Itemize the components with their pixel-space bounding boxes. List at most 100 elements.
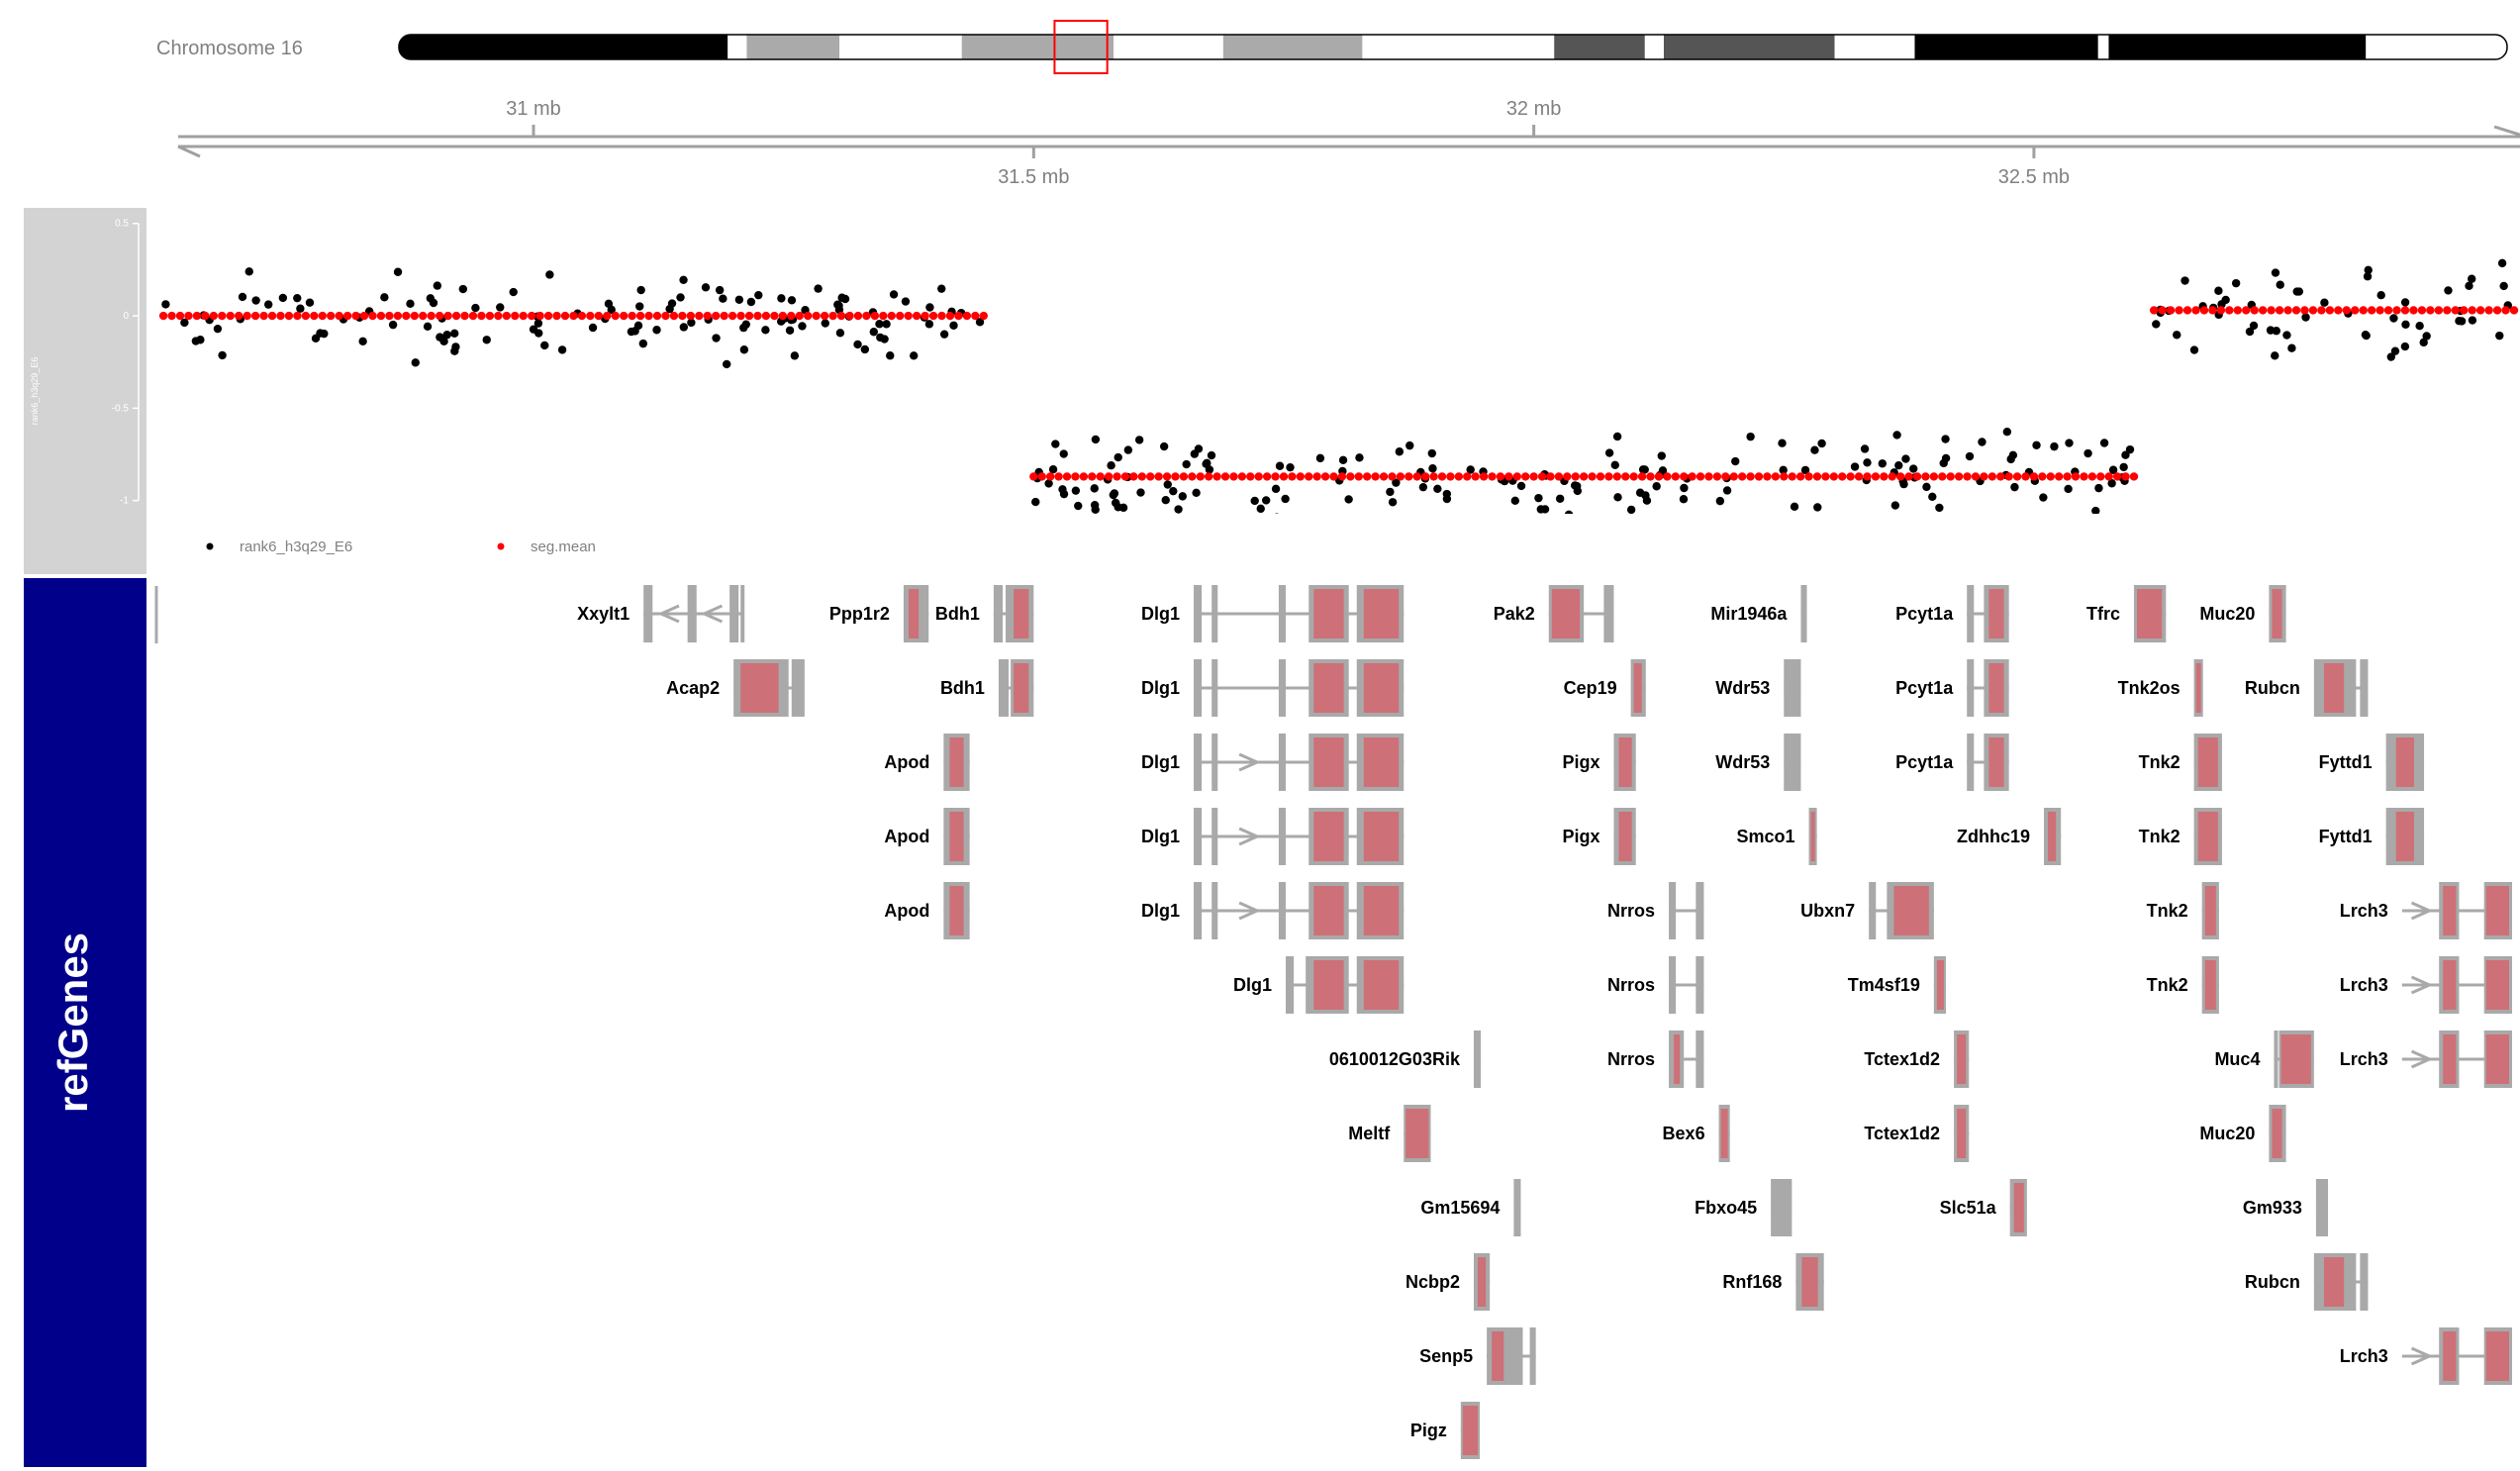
data-point (1386, 487, 1395, 497)
seg-mean-point (2071, 472, 2081, 481)
seg-mean-point (2400, 306, 2410, 315)
gene-model: Tnk2 (2139, 808, 2222, 865)
gene-model: Tnk2os (2118, 659, 2203, 717)
seg-mean-point (1188, 472, 1197, 481)
data-point (754, 290, 763, 300)
data-point (1722, 486, 1732, 495)
data-point (180, 318, 189, 328)
ideogram-band (1222, 35, 1363, 59)
seg-mean-point (284, 311, 294, 321)
data-point (1978, 438, 1987, 446)
seg-mean-point (543, 311, 553, 321)
seg-mean-point (1354, 472, 1363, 481)
data-point (293, 293, 302, 303)
chromosome-ideogram: Chromosome 16 (156, 20, 2508, 74)
data-point (1355, 453, 1364, 462)
seg-mean-point (2199, 306, 2209, 315)
gene-label: Lrch3 (2340, 1346, 2388, 1366)
strand-chevron (2410, 975, 2434, 995)
data-point (1813, 503, 1822, 512)
gene-label: Tctex1d2 (1864, 1049, 1940, 1069)
gene-exon (1784, 734, 1801, 791)
gene-exon (2315, 1179, 2329, 1236)
seg-mean-point (2233, 306, 2242, 315)
seg-mean-point (1604, 472, 1613, 481)
gene-label: Tctex1d2 (1864, 1124, 1940, 1143)
gene-coding-region (2197, 812, 2218, 861)
seg-mean-point (2096, 472, 2105, 481)
seg-mean-point (2300, 306, 2309, 315)
seg-mean-point (1113, 472, 1121, 481)
data-point (1433, 484, 1442, 493)
gene-model: Tfrc (2086, 585, 2167, 642)
seg-mean-point (1446, 472, 1455, 481)
gene-exon (1278, 808, 1286, 865)
gene-label: Lrch3 (2340, 901, 2388, 921)
seg-mean-point (451, 311, 461, 321)
seg-mean-point (267, 311, 277, 321)
data-point (1901, 454, 1910, 463)
y-axis-tick-label: 0 (123, 311, 129, 322)
ideogram-band (2366, 35, 2507, 59)
seg-mean-point (1279, 472, 1289, 481)
gene-label: Tnk2 (2147, 901, 2188, 921)
data-point (2320, 298, 2329, 307)
seg-mean-point (787, 311, 796, 321)
data-point (2032, 441, 2041, 449)
seg-mean-point (1788, 472, 1796, 481)
gene-coding-region (2443, 1331, 2457, 1381)
data-point (1890, 501, 1900, 510)
seg-mean-point (2112, 472, 2122, 481)
gene-model: Senp5 (1419, 1327, 1536, 1385)
data-point (821, 319, 829, 328)
gene-label: Lrch3 (2340, 1049, 2388, 1069)
seg-mean-point (242, 311, 251, 321)
data-point (1044, 479, 1053, 488)
data-point (2272, 327, 2280, 336)
ideogram-band (1644, 35, 1664, 59)
seg-mean-point (1980, 472, 1988, 481)
seg-mean-point (870, 311, 880, 321)
data-point (1790, 502, 1799, 512)
seg-mean-point (2242, 306, 2251, 315)
gene-model: Nrros (1607, 882, 1704, 939)
gene-coding-region (2137, 589, 2163, 638)
seg-mean-point (1895, 472, 1905, 481)
gene-model: Rubcn (2245, 659, 2369, 717)
seg-mean-point (402, 311, 411, 321)
seg-mean-point (1680, 472, 1689, 481)
data-point (1091, 435, 1101, 444)
seg-mean-point (1629, 472, 1638, 481)
data-point (534, 329, 543, 338)
seg-mean-point (1220, 472, 1230, 481)
strand-chevron (700, 604, 724, 624)
seg-mean-point (686, 311, 696, 321)
data-point (1899, 479, 1908, 489)
gene-model: Nrros (1607, 1030, 1704, 1088)
data-point (833, 300, 842, 309)
data-point (2422, 332, 2431, 341)
data-point (636, 285, 645, 295)
data-point (1286, 462, 1295, 472)
gene-coding-region (2195, 663, 2201, 713)
seg-mean-point (427, 311, 436, 321)
gene-model: Wdr53 (1715, 659, 1801, 717)
seg-mean-point (744, 311, 754, 321)
data-point (296, 304, 305, 313)
seg-mean-point (586, 311, 595, 321)
data-point (739, 323, 748, 333)
seg-mean-point (2392, 306, 2401, 315)
data-point (2495, 331, 2504, 341)
gene-model: Muc20 (2199, 1105, 2286, 1162)
gene-coding-region (1313, 589, 1344, 638)
seg-mean-point (1621, 472, 1630, 481)
seg-mean-point (1520, 472, 1530, 481)
data-point (388, 320, 398, 330)
seg-mean-point (804, 311, 813, 321)
gene-coding-region (1618, 812, 1632, 861)
seg-mean-point (2342, 306, 2351, 315)
data-point (1136, 488, 1145, 497)
seg-mean-point (1229, 472, 1238, 481)
gene-coding-region (1936, 960, 1944, 1010)
seg-mean-point (2046, 472, 2055, 481)
